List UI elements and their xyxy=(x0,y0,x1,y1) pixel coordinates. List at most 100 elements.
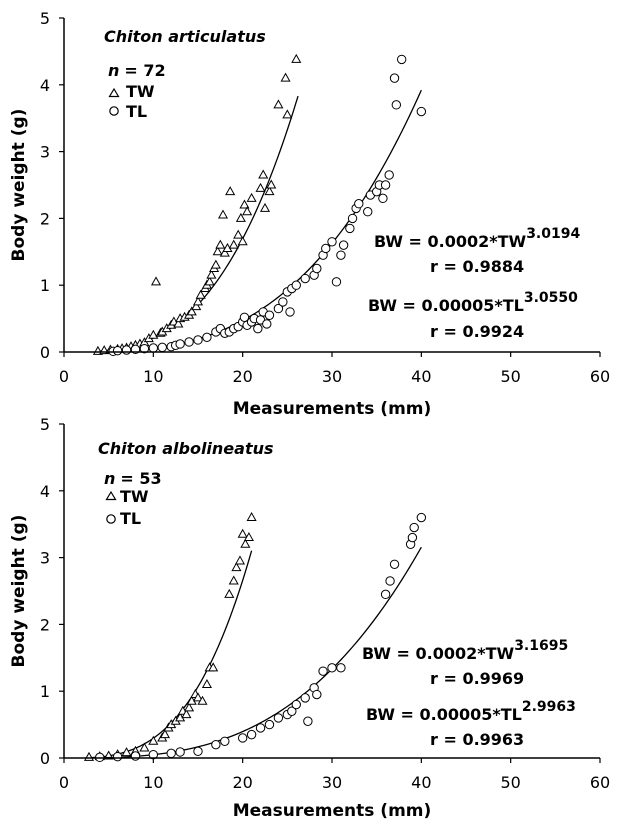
data-point-tl xyxy=(291,280,301,290)
y-tick-label: 0 xyxy=(40,343,50,362)
data-point-tl xyxy=(285,307,295,317)
plot-area xyxy=(83,511,427,763)
data-point-tw xyxy=(83,751,95,761)
data-point-tw xyxy=(121,747,132,757)
y-axis-title: Body weight (g) xyxy=(9,109,29,262)
equation-tl-lhs: BW = 0.00005*TL xyxy=(366,705,522,724)
data-point-tl xyxy=(318,666,328,676)
data-point-tl xyxy=(264,719,275,730)
x-tick-label: 10 xyxy=(143,773,163,792)
data-point-tl xyxy=(121,345,132,355)
x-tick-label: 60 xyxy=(590,773,610,792)
panel-chiton-albolineatus: 0 1 2 3 4 5 0 10 20 30 40 50 60 Chiton albolineatus… xyxy=(9,415,610,821)
data-point-tl xyxy=(264,310,275,320)
data-point-tl xyxy=(389,73,400,83)
data-point-tw xyxy=(224,588,235,598)
data-point-tw xyxy=(186,306,197,316)
data-point-tw xyxy=(235,212,246,222)
data-point-tw xyxy=(234,555,246,565)
y-ticks: 0 1 2 3 4 5 xyxy=(40,9,64,362)
equation-tl-r: r = 0.9924 xyxy=(430,322,524,341)
data-point-tw xyxy=(258,169,269,179)
data-point-tl xyxy=(407,532,418,543)
n-symbol: n xyxy=(108,61,119,80)
legend-triangle-icon xyxy=(108,87,120,98)
data-point-tl xyxy=(184,337,194,347)
data-point-tl xyxy=(287,706,297,716)
data-point-tl xyxy=(211,739,221,750)
data-point-tl xyxy=(273,303,284,314)
data-point-tl xyxy=(262,319,272,329)
data-point-tl xyxy=(338,240,349,250)
data-point-tw xyxy=(197,695,208,705)
data-point-tl xyxy=(193,746,203,757)
data-point-tl xyxy=(409,522,419,533)
y-tick-label: 2 xyxy=(40,615,50,634)
y-ticks: 0 1 2 3 4 5 xyxy=(40,415,64,768)
legend-label-tw: TW xyxy=(126,82,155,101)
data-point-tl xyxy=(166,748,176,759)
data-point-tw xyxy=(239,199,250,209)
equation-tl-exponent: 3.0550 xyxy=(524,290,578,306)
data-point-tw xyxy=(206,269,217,279)
data-point-tw xyxy=(215,239,226,249)
x-ticks: 0 10 20 30 40 50 60 xyxy=(59,352,610,386)
data-point-tw xyxy=(231,562,242,572)
sample-size-label: n = 72 xyxy=(108,61,166,80)
y-tick-label: 0 xyxy=(40,749,50,768)
data-point-tw xyxy=(237,236,248,246)
data-point-tl xyxy=(336,250,346,260)
data-point-tl xyxy=(396,54,407,65)
data-point-tl xyxy=(255,723,266,733)
data-point-tw xyxy=(148,329,159,339)
data-point-tw xyxy=(201,678,212,689)
y-tick-label: 1 xyxy=(40,276,50,295)
data-point-tw xyxy=(273,99,284,109)
data-point-tw xyxy=(139,742,150,752)
data-point-tw xyxy=(173,318,184,328)
equation-tl: BW = 0.00005*TL2.9963 xyxy=(366,699,576,724)
data-point-tl xyxy=(380,589,391,600)
data-point-tw xyxy=(159,729,170,739)
equation-tl-lhs: BW = 0.00005*TL xyxy=(368,296,524,315)
y-tick-label: 4 xyxy=(40,76,50,95)
data-point-tw xyxy=(243,532,254,542)
equation-tw-exponent: 3.0194 xyxy=(526,226,580,242)
data-point-tl xyxy=(321,243,331,254)
data-point-tw xyxy=(246,511,257,522)
data-point-tl xyxy=(389,559,400,569)
data-point-tl xyxy=(354,199,364,209)
data-point-tl xyxy=(139,343,150,354)
data-point-tl xyxy=(327,663,337,673)
data-point-tl xyxy=(246,729,257,740)
data-point-tw xyxy=(208,662,219,672)
equation-tl-r: r = 0.9963 xyxy=(430,730,524,749)
x-tick-label: 60 xyxy=(590,367,610,386)
x-tick-label: 10 xyxy=(143,367,163,386)
x-tick-label: 40 xyxy=(411,367,431,386)
y-tick-label: 5 xyxy=(40,9,50,28)
data-point-tl xyxy=(347,213,358,224)
data-point-tw xyxy=(217,209,229,219)
y-tick-label: 4 xyxy=(40,482,50,501)
data-point-tw xyxy=(240,538,251,548)
data-point-tl xyxy=(416,512,427,523)
data-point-tw xyxy=(266,179,277,189)
y-tick-label: 2 xyxy=(40,209,50,228)
equation-tl: BW = 0.00005*TL3.0550 xyxy=(368,290,578,315)
data-point-tl xyxy=(331,277,342,287)
data-point-tw xyxy=(280,72,291,82)
data-point-tl xyxy=(416,106,427,117)
data-point-tw xyxy=(259,202,271,212)
x-tick-label: 0 xyxy=(59,367,69,386)
data-point-tw xyxy=(184,702,195,712)
data-point-tl xyxy=(385,576,395,586)
data-point-tw xyxy=(246,192,257,202)
data-point-tw xyxy=(191,301,202,311)
data-point-tl xyxy=(300,273,310,284)
data-point-tw xyxy=(255,182,266,192)
legend-label-tl: TL xyxy=(126,102,147,121)
data-point-tl xyxy=(175,747,185,757)
equation-tw: BW = 0.0002*TW3.1695 xyxy=(362,638,568,663)
data-point-tl xyxy=(278,297,288,307)
